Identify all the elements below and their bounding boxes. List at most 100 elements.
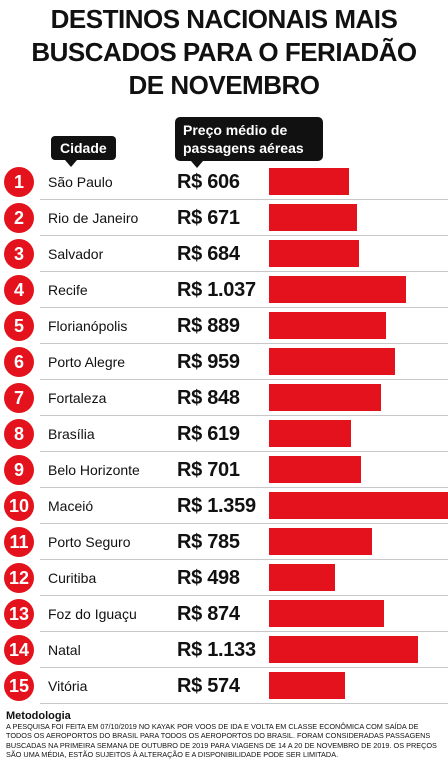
bar <box>269 420 351 447</box>
chart-row: 4 Recife R$ 1.037 <box>0 272 448 308</box>
rank-badge: 5 <box>4 311 34 341</box>
bar <box>269 600 384 627</box>
category-label: Rio de Janeiro <box>48 210 139 226</box>
rank-badge: 6 <box>4 347 34 377</box>
row-divider <box>40 667 448 668</box>
data-label: R$ 1.037 <box>177 279 256 301</box>
bar <box>269 384 381 411</box>
price-header-line-1: Preço médio de <box>183 122 288 138</box>
bar <box>269 636 418 663</box>
chart-row: 9 Belo Horizonte R$ 701 <box>0 452 448 488</box>
row-divider <box>40 703 448 704</box>
rank-badge: 13 <box>4 599 34 629</box>
row-divider <box>40 271 448 272</box>
rank-badge: 9 <box>4 455 34 485</box>
rank-badge: 11 <box>4 527 34 557</box>
chart-row: 15 Vitória R$ 574 <box>0 668 448 704</box>
chart-row: 6 Porto Alegre R$ 959 <box>0 344 448 380</box>
row-divider <box>40 199 448 200</box>
category-label: Maceió <box>48 498 94 514</box>
data-label: R$ 1.359 <box>177 495 256 517</box>
bar <box>269 528 372 555</box>
chart-row: 7 Fortaleza R$ 848 <box>0 380 448 416</box>
rank-badge: 7 <box>4 383 34 413</box>
data-label: R$ 498 <box>177 567 240 589</box>
data-label: R$ 574 <box>177 675 240 697</box>
chart-row: 1 São Paulo R$ 606 <box>0 164 448 200</box>
chart-row: 5 Florianópolis R$ 889 <box>0 308 448 344</box>
row-divider <box>40 451 448 452</box>
category-label: Florianópolis <box>48 318 128 334</box>
data-label: R$ 619 <box>177 423 240 445</box>
bar <box>269 492 448 519</box>
category-label: Fortaleza <box>48 390 107 406</box>
chart-row: 10 Maceió R$ 1.359 <box>0 488 448 524</box>
data-label: R$ 874 <box>177 603 240 625</box>
rank-badge: 12 <box>4 563 34 593</box>
bar <box>269 168 349 195</box>
category-label: Vitória <box>48 678 88 694</box>
title-line-1: DESTINOS NACIONAIS MAIS <box>50 4 398 34</box>
chart-row: 14 Natal R$ 1.133 <box>0 632 448 668</box>
title-line-3: DE NOVEMBRO <box>128 70 320 100</box>
category-label: Curitiba <box>48 570 97 586</box>
data-label: R$ 889 <box>177 315 240 337</box>
rank-badge: 15 <box>4 671 34 701</box>
data-label: R$ 701 <box>177 459 240 481</box>
bar <box>269 348 395 375</box>
chart-row: 3 Salvador R$ 684 <box>0 236 448 272</box>
data-label: R$ 671 <box>177 207 240 229</box>
chart-row: 8 Brasília R$ 619 <box>0 416 448 452</box>
category-label: Recife <box>48 282 88 298</box>
chart-row: 13 Foz do Iguaçu R$ 874 <box>0 596 448 632</box>
category-label: Salvador <box>48 246 104 262</box>
category-label: Brasília <box>48 426 95 442</box>
bar <box>269 456 361 483</box>
category-label: Foz do Iguaçu <box>48 606 137 622</box>
bar <box>269 312 386 339</box>
rank-badge: 10 <box>4 491 34 521</box>
row-divider <box>40 595 448 596</box>
chart-title: DESTINOS NACIONAIS MAIS BUSCADOS PARA O … <box>0 3 448 102</box>
category-label: Porto Seguro <box>48 534 131 550</box>
bar <box>269 672 345 699</box>
rank-badge: 2 <box>4 203 34 233</box>
data-label: R$ 848 <box>177 387 240 409</box>
data-label: R$ 959 <box>177 351 240 373</box>
category-label: Belo Horizonte <box>48 462 140 478</box>
rank-badge: 4 <box>4 275 34 305</box>
methodology-text: A pesquisa foi feita em 07/10/2019 no Ka… <box>6 722 437 760</box>
row-divider <box>40 307 448 308</box>
row-divider <box>40 343 448 344</box>
row-divider <box>40 235 448 236</box>
chart-row: 12 Curitiba R$ 498 <box>0 560 448 596</box>
bar <box>269 240 359 267</box>
methodology-title: Metodologia <box>6 710 71 722</box>
rank-badge: 8 <box>4 419 34 449</box>
data-label: R$ 606 <box>177 171 240 193</box>
price-column-header: Preço médio de passagens aéreas <box>175 117 323 168</box>
bar <box>269 204 357 231</box>
row-divider <box>40 523 448 524</box>
price-header-line-2: passagens aéreas <box>183 140 304 156</box>
row-divider <box>40 379 448 380</box>
rank-badge: 14 <box>4 635 34 665</box>
category-label: Porto Alegre <box>48 354 126 370</box>
bar <box>269 564 335 591</box>
data-label: R$ 1.133 <box>177 639 256 661</box>
title-line-2: BUSCADOS PARA O FERIADÃO <box>31 37 417 67</box>
row-divider <box>40 487 448 488</box>
row-divider <box>40 415 448 416</box>
rank-badge: 1 <box>4 167 34 197</box>
row-divider <box>40 631 448 632</box>
bar <box>269 276 406 303</box>
bar-chart: 1 São Paulo R$ 606 2 Rio de Janeiro R$ 671 3 Sa… <box>0 164 448 704</box>
chart-row: 2 Rio de Janeiro R$ 671 <box>0 200 448 236</box>
rank-badge: 3 <box>4 239 34 269</box>
data-label: R$ 785 <box>177 531 240 553</box>
data-label: R$ 684 <box>177 243 240 265</box>
category-label: São Paulo <box>48 174 113 190</box>
row-divider <box>40 559 448 560</box>
chart-row: 11 Porto Seguro R$ 785 <box>0 524 448 560</box>
category-label: Natal <box>48 642 81 658</box>
